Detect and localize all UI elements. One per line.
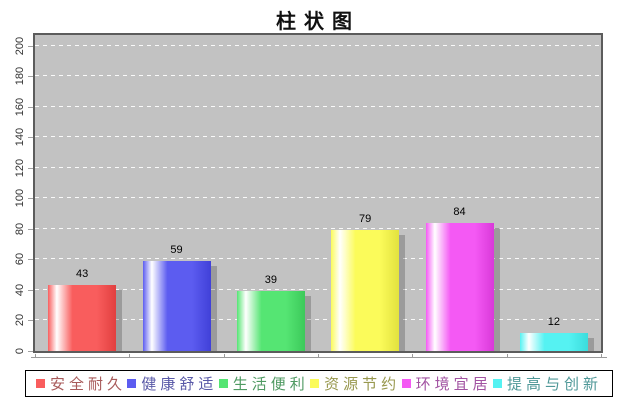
- plot-area: 43 59 39 79 84 12: [33, 33, 603, 353]
- y-axis-tick: [28, 76, 33, 78]
- legend-item-3[interactable]: 生活便利: [218, 373, 309, 394]
- bar-1[interactable]: [48, 285, 117, 351]
- legend-item-2[interactable]: 健康舒适: [127, 373, 217, 394]
- chart-title: 柱状图: [276, 11, 360, 33]
- y-axis-tick-label: 20: [14, 314, 26, 327]
- legend-item-4[interactable]: 资源节约: [310, 373, 400, 394]
- y-axis-tick: [28, 259, 33, 261]
- legend-swatch: [492, 379, 502, 388]
- gridline: [35, 288, 601, 290]
- bar-value-label: 12: [547, 315, 560, 328]
- gridline: [35, 319, 601, 321]
- legend-swatch: [218, 379, 228, 388]
- x-axis-tick: [35, 354, 36, 357]
- legend-item-5[interactable]: 环境宜居: [401, 373, 492, 394]
- legend-label: 安全耐久: [50, 377, 127, 393]
- gridline: [35, 75, 601, 77]
- legend-label: 环境宜居: [415, 377, 492, 393]
- gridline: [35, 197, 601, 199]
- y-axis-tick-label: 40: [14, 283, 26, 297]
- legend-swatch: [401, 379, 411, 388]
- y-axis-tick-label: 60: [14, 253, 26, 266]
- y-axis-tick: [28, 106, 33, 108]
- bar-value-label: 79: [359, 213, 372, 226]
- y-axis-tick-label: 120: [14, 158, 26, 177]
- gridline: [35, 166, 601, 168]
- bar-value-label: 59: [170, 243, 183, 256]
- y-axis-tick: [28, 45, 33, 47]
- legend-label: 健康舒适: [141, 377, 218, 393]
- legend-label: 生活便利: [232, 377, 309, 393]
- bar-6[interactable]: [519, 332, 588, 351]
- x-axis-tick: [412, 354, 414, 357]
- bar-value-label: 43: [76, 268, 89, 281]
- bar-value-label: 39: [264, 274, 277, 287]
- gridline: [35, 227, 601, 229]
- x-axis-tick: [129, 354, 131, 357]
- y-axis-tick-label: 180: [14, 67, 26, 86]
- gridline: [35, 258, 601, 260]
- bar-2[interactable]: [142, 260, 211, 351]
- x-axis-line: [31, 357, 607, 358]
- y-axis-tick-label: 140: [14, 128, 26, 147]
- y-axis-tick: [28, 351, 33, 352]
- y-axis-tick: [28, 198, 33, 200]
- gridline: [35, 136, 601, 138]
- x-axis-tick: [318, 354, 319, 357]
- legend-item-6[interactable]: 提高与创新: [492, 373, 602, 394]
- y-axis-tick: [28, 228, 33, 230]
- y-axis-tick-label: 200: [14, 36, 26, 55]
- bar-5[interactable]: [425, 222, 494, 351]
- y-axis-tick: [28, 289, 33, 291]
- legend-swatch: [127, 379, 137, 388]
- legend-label: 提高与创新: [506, 377, 602, 393]
- gridline: [35, 105, 601, 107]
- y-axis-tick-label: 100: [14, 189, 26, 208]
- bar-3[interactable]: [236, 291, 305, 351]
- legend-item-1[interactable]: 安全耐久: [36, 373, 126, 394]
- bar-4[interactable]: [331, 230, 400, 351]
- y-axis-tick-label: 80: [14, 222, 26, 235]
- x-axis-tick: [506, 354, 508, 357]
- legend-swatch: [36, 379, 45, 388]
- legend: 安全耐久 健康舒适 生活便利 资源节约 环境宜居 提高与创新: [25, 370, 613, 397]
- y-axis-tick: [28, 320, 33, 322]
- y-axis-tick: [28, 167, 33, 169]
- x-axis-tick: [601, 354, 602, 357]
- y-axis-tick-label: 0: [14, 347, 26, 355]
- y-axis-tick: [28, 137, 33, 139]
- y-axis-tick-label: 160: [14, 97, 26, 116]
- x-axis-tick: [223, 354, 225, 357]
- legend-label: 资源节约: [324, 377, 401, 393]
- legend-swatch: [310, 379, 320, 388]
- gridline: [35, 44, 601, 46]
- bar-value-label: 84: [453, 205, 466, 218]
